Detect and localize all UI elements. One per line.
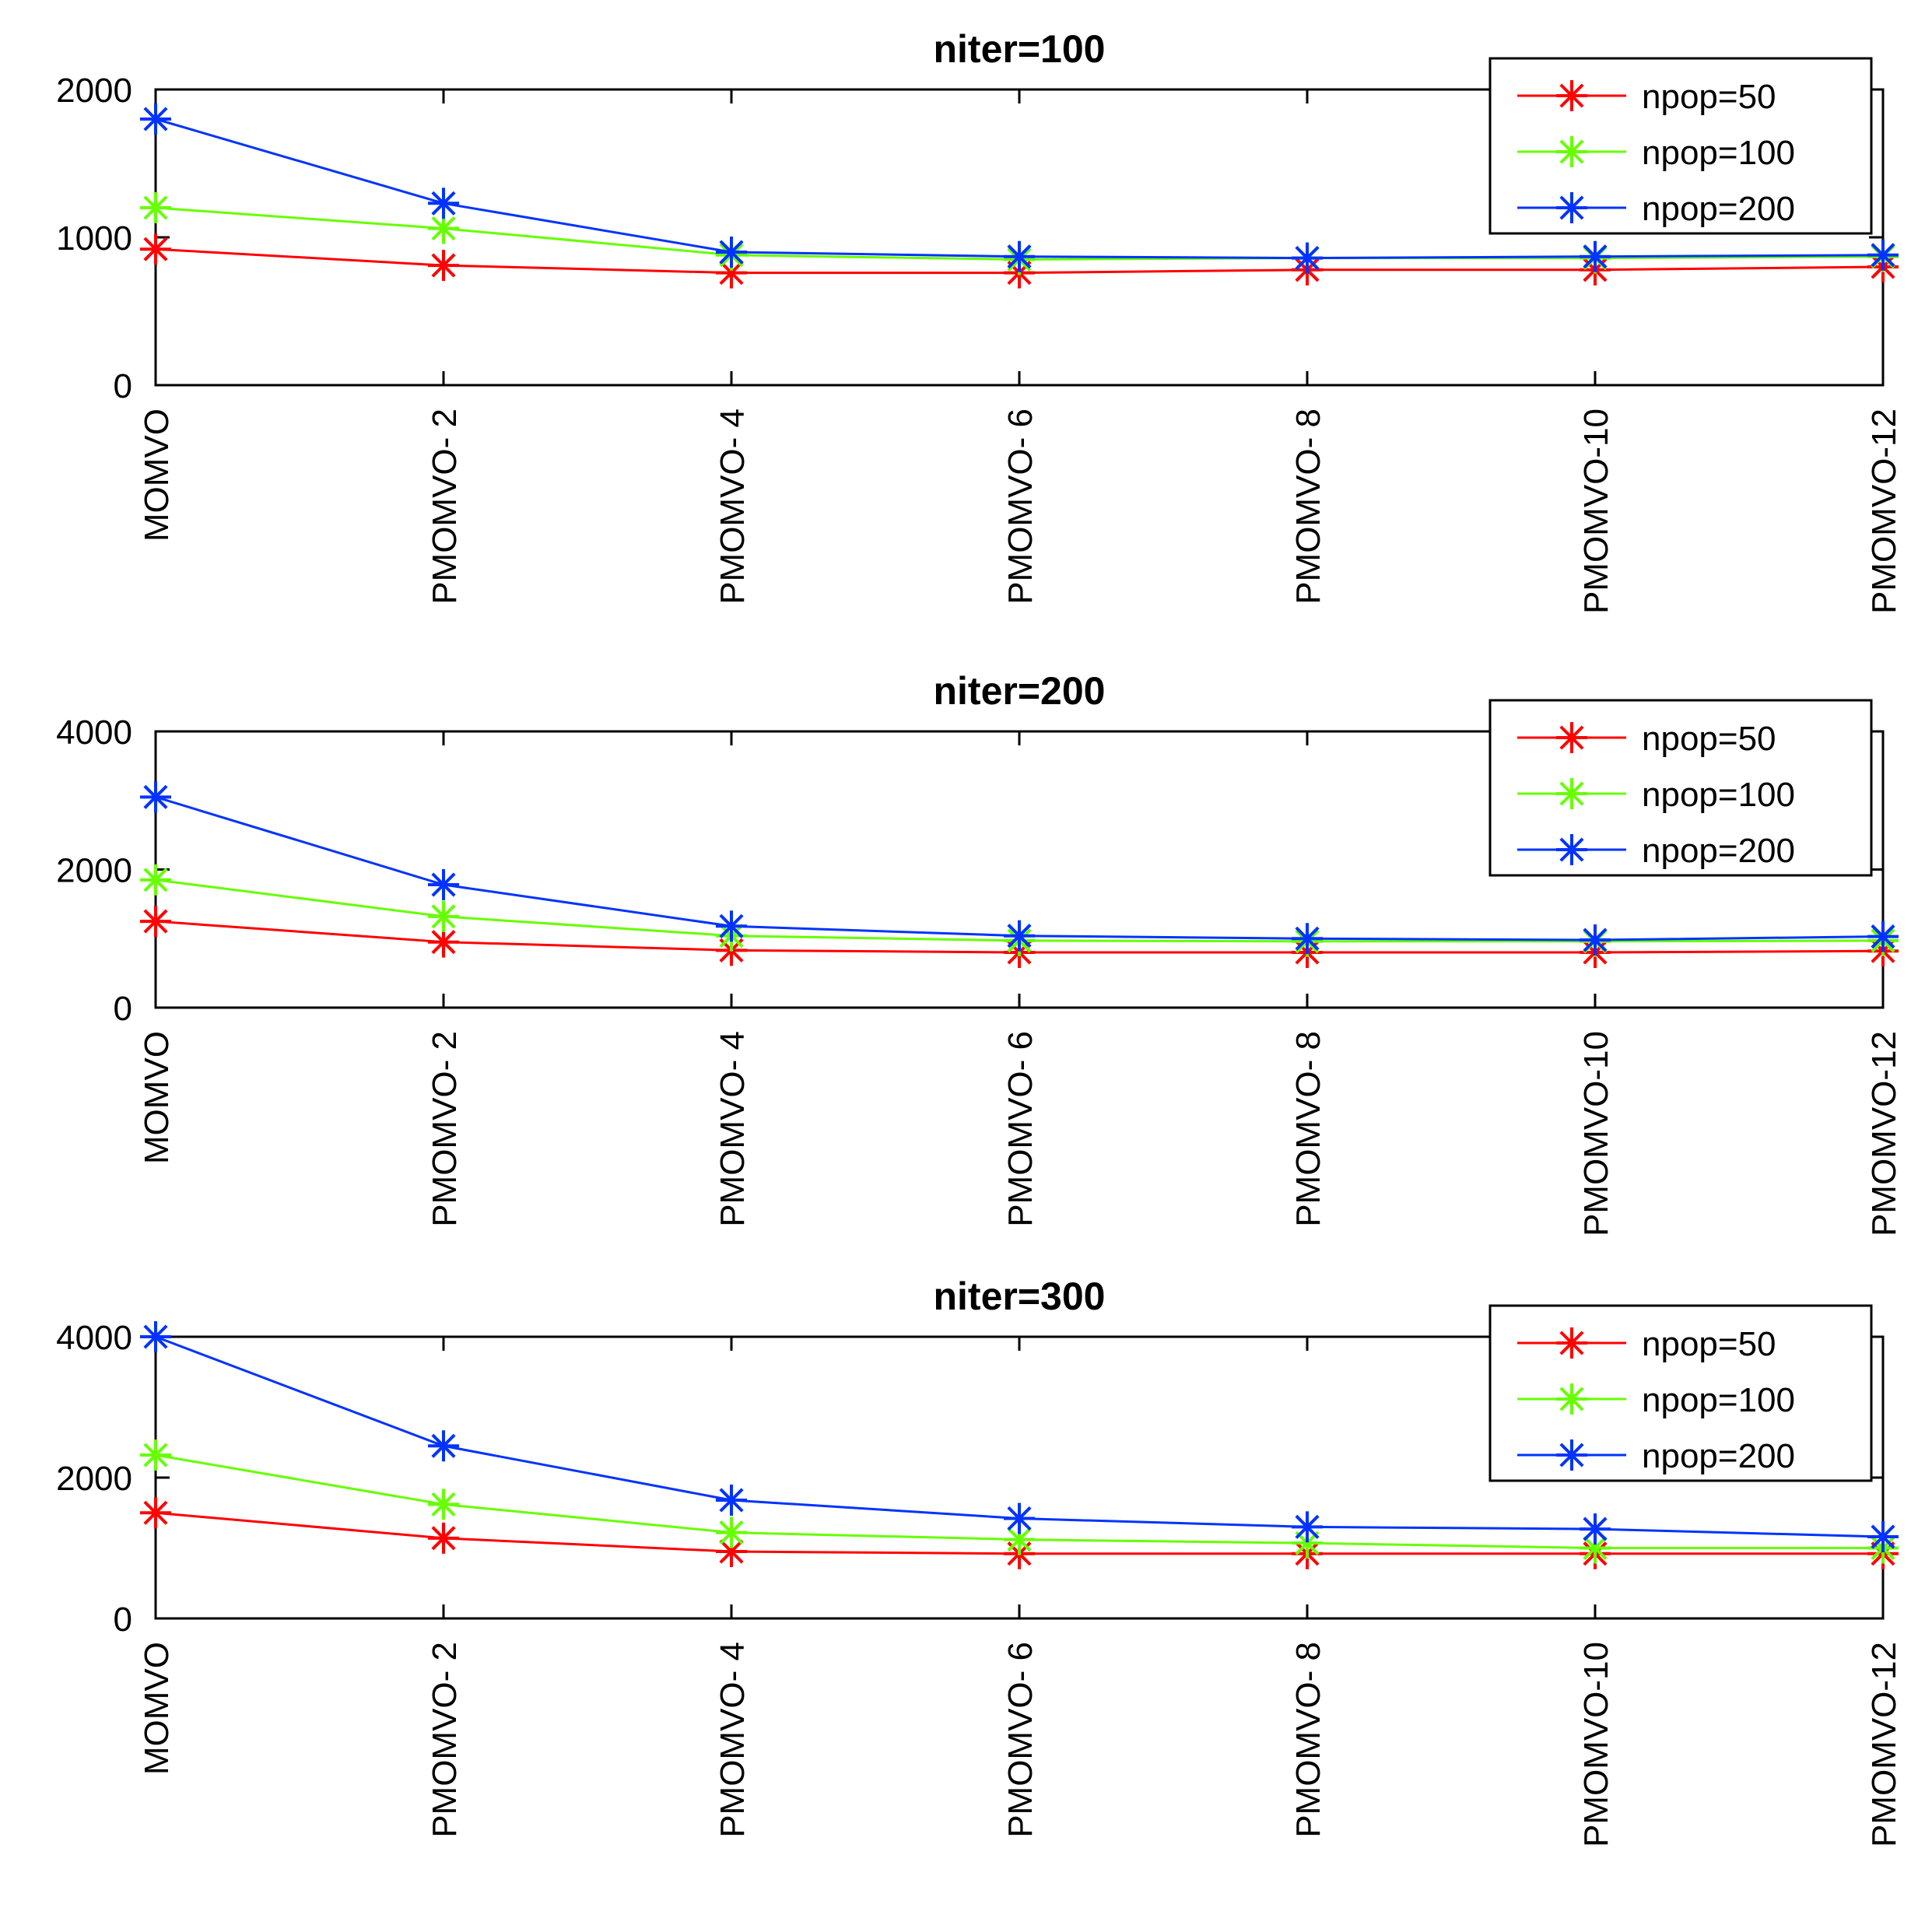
x-tick-label: MOMVO (138, 1031, 176, 1164)
data-point (140, 233, 171, 265)
data-point (428, 1488, 459, 1520)
data-point (140, 103, 171, 135)
data-point (1292, 242, 1323, 274)
legend-marker (1556, 80, 1587, 111)
series-npop=200 (140, 781, 1899, 956)
data-point (140, 1439, 171, 1471)
subplot-1: niter=100 0 1000 2000 MOMVO PMOMVO- 2 PMOMVO- … (56, 27, 1903, 614)
legend-label: npop=50 (1642, 720, 1776, 758)
data-point (716, 1517, 747, 1548)
data-point (428, 1522, 459, 1554)
data-point (1580, 1532, 1611, 1564)
chart-title: niter=100 (934, 27, 1106, 71)
legend-label: npop=200 (1642, 1437, 1795, 1475)
y-tick-label: 2000 (56, 852, 132, 890)
y-tick-label: 4000 (56, 1319, 132, 1357)
x-tick-label: PMOMVO-10 (1577, 408, 1615, 614)
data-point (140, 906, 171, 938)
y-tick-label: 0 (114, 990, 132, 1028)
x-tick-label: PMOMVO- 8 (1289, 1642, 1327, 1838)
y-tick-label: 2000 (56, 72, 132, 110)
legend-label: npop=100 (1642, 776, 1795, 814)
legend-label: npop=50 (1642, 78, 1776, 116)
y-tick-label: 4000 (56, 714, 132, 752)
data-point (428, 188, 459, 219)
data-point (428, 900, 459, 932)
legend-label: npop=200 (1642, 190, 1795, 228)
data-point (1292, 1511, 1323, 1543)
subplot-3: niter=300 0 2000 4000 MOMVO PMOMVO- 2 PMOMVO- … (56, 1275, 1903, 1847)
data-point (1004, 240, 1035, 272)
x-tick-label: PMOMVO- 4 (714, 1031, 752, 1227)
series-npop=100 (140, 1439, 1899, 1564)
y-tick-label: 0 (114, 1601, 132, 1639)
x-tick-label: PMOMVO- 4 (714, 408, 752, 605)
x-tick-label: MOMVO (138, 408, 176, 542)
legend-marker (1556, 834, 1587, 865)
x-tick-label: PMOMVO- 8 (1289, 1031, 1327, 1227)
x-tick-label: PMOMVO- 6 (1001, 408, 1040, 605)
x-tick-label: PMOMVO- 4 (714, 1642, 752, 1838)
data-point (1867, 239, 1899, 271)
x-tick-label: PMOMVO- 2 (426, 1642, 464, 1838)
x-tick-label: PMOMVO-12 (1865, 1031, 1903, 1236)
legend-marker (1556, 1383, 1587, 1415)
legend-marker (1556, 1439, 1587, 1471)
x-tick-label: PMOMVO-12 (1865, 1642, 1903, 1847)
legend-label: npop=200 (1642, 832, 1795, 870)
data-point (428, 869, 459, 901)
legend-label: npop=50 (1642, 1325, 1776, 1363)
x-tick-label: PMOMVO- 6 (1001, 1031, 1040, 1227)
data-point (140, 192, 171, 223)
legend: npop=50 npop=100 npop=200 (1488, 699, 1873, 877)
data-point (716, 1484, 747, 1516)
legend-marker (1556, 192, 1587, 223)
data-point (140, 864, 171, 896)
data-point (140, 781, 171, 813)
data-point (140, 1497, 171, 1529)
y-tick-label: 0 (114, 367, 132, 405)
data-point (1867, 920, 1899, 952)
x-tick-label: PMOMVO- 6 (1001, 1642, 1040, 1838)
legend: npop=50 npop=100 npop=200 (1488, 57, 1873, 235)
legend-box (1488, 1304, 1873, 1482)
legend-marker (1556, 722, 1587, 753)
x-tick-label: PMOMVO- 2 (426, 1031, 464, 1227)
legend-box (1488, 699, 1873, 877)
x-tick-label: MOMVO (138, 1642, 176, 1775)
series-npop=200 (140, 103, 1899, 274)
data-point (1580, 1513, 1611, 1545)
data-point (428, 1430, 459, 1462)
x-tick-label: PMOMVO-10 (1577, 1642, 1615, 1847)
series-npop=200 (140, 1321, 1899, 1553)
data-point (1580, 240, 1611, 272)
chart-title: niter=200 (934, 669, 1106, 713)
x-tick-label: PMOMVO-10 (1577, 1031, 1615, 1236)
legend-box (1488, 57, 1873, 235)
legend-marker (1556, 136, 1587, 167)
data-point (1292, 923, 1323, 955)
legend-marker (1556, 778, 1587, 809)
data-point (1004, 920, 1035, 952)
y-tick-label: 2000 (56, 1460, 132, 1498)
legend-label: npop=100 (1642, 1381, 1795, 1419)
x-tick-label: PMOMVO- 2 (426, 408, 464, 605)
subplot-2: niter=200 0 2000 4000 MOMVO PMOMVO- 2 PMOMVO- … (56, 669, 1903, 1236)
data-point (716, 910, 747, 942)
data-point (140, 1321, 171, 1352)
legend-label: npop=100 (1642, 134, 1795, 172)
data-point (1004, 1502, 1035, 1534)
chart-title: niter=300 (934, 1275, 1106, 1318)
x-tick-label: PMOMVO-12 (1865, 408, 1903, 614)
legend-marker (1556, 1327, 1587, 1359)
data-point (1580, 924, 1611, 956)
data-point (1867, 1521, 1899, 1553)
y-tick-label: 1000 (56, 219, 132, 258)
legend: npop=50 npop=100 npop=200 (1488, 1304, 1873, 1482)
data-point (716, 237, 747, 268)
x-tick-label: PMOMVO- 8 (1289, 408, 1327, 605)
data-point (428, 250, 459, 282)
